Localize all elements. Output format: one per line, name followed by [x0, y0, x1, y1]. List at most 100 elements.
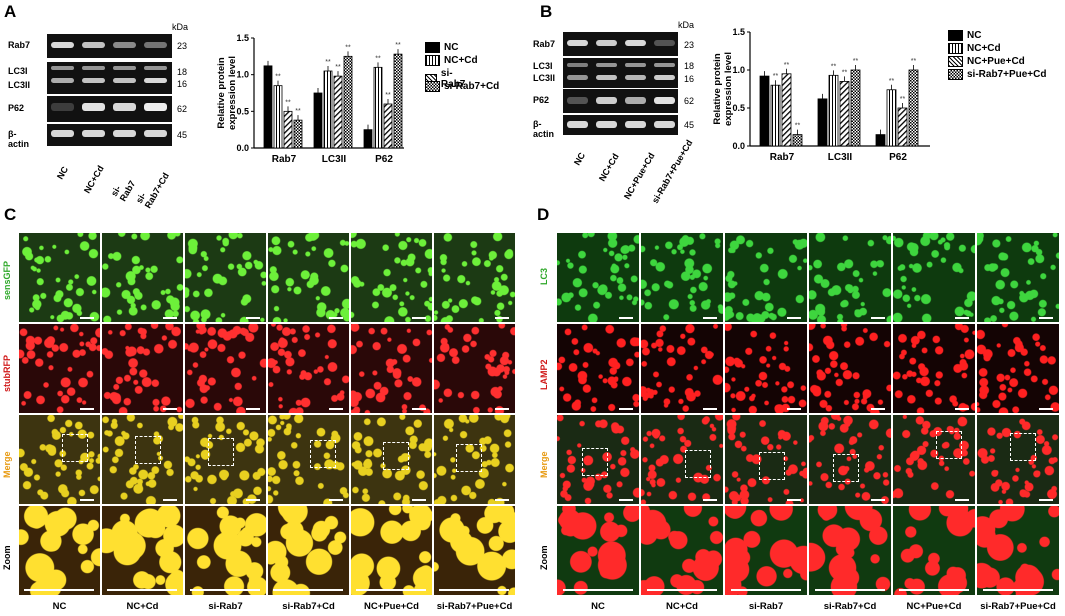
panel-label-a: A [4, 2, 17, 21]
sig-mark: ** [325, 59, 331, 66]
image-d-r2-c0 [556, 414, 640, 505]
image-c-r0-c1 [101, 232, 184, 323]
sig-mark: ** [275, 74, 281, 81]
blot-a-band-4-2 [113, 130, 136, 137]
column-label-nc: NC [52, 601, 67, 612]
blot-a-band-4-1 [82, 130, 105, 137]
mw-62: 62 [177, 104, 188, 114]
scale-bar [412, 499, 426, 501]
image-c-r1-c2 [184, 323, 267, 414]
blot-b-band-1-0 [567, 63, 588, 67]
legend-item-si-rab7-pue-cd: si-Rab7+Pue+Cd [948, 69, 1046, 80]
y-tick-label: 1.0 [236, 70, 249, 80]
legend-item-nc-pue-cd: NC+Pue+Cd [948, 56, 1025, 67]
scale-bar [703, 317, 717, 319]
scale-bar [80, 408, 94, 410]
blot-b-band-2-1 [596, 75, 617, 80]
kda-label: kDa [172, 22, 189, 32]
blot-a-band-3-1 [82, 103, 105, 111]
column-label-nc-cd: NC+Cd [666, 601, 698, 612]
mw-62: 62 [684, 96, 695, 106]
image-d-r0-c3 [808, 232, 892, 323]
microscopy-grid-c [18, 232, 518, 597]
lane-label-si-rab7-pue-cd: si-Rab7+Pue+Cd [650, 138, 695, 205]
scale-bar [439, 589, 509, 591]
scale-bar [412, 317, 426, 319]
image-c-r1-c4 [350, 323, 433, 414]
blot-a-band-1-0 [51, 66, 74, 70]
sig-mark: ** [395, 42, 401, 49]
sig-mark: ** [345, 44, 351, 51]
channel-label-zoom: Zoom [539, 545, 549, 571]
scale-bar [871, 408, 885, 410]
bar-si-rab7-pue-cd-p62 [908, 69, 919, 147]
image-c-r2-c5 [433, 414, 516, 505]
bar-nc-rab7 [263, 65, 273, 149]
scale-bar [246, 499, 260, 501]
image-d-r1-c2 [724, 323, 808, 414]
zoom-region-box [135, 435, 161, 464]
lane-label-si-rab7-cd: si-Rab7+Cd [134, 170, 171, 210]
microscopy-grid-d [556, 232, 1061, 597]
sig-mark: ** [285, 99, 291, 106]
scale-bar [246, 317, 260, 319]
image-c-r3-c0 [18, 505, 101, 596]
panel-label-d: D [537, 205, 550, 224]
blot-a-band-0-0 [51, 42, 74, 48]
channel-label-merge: Merge [539, 451, 549, 478]
mw-23: 23 [684, 40, 695, 50]
y-tick-label: 1.5 [236, 33, 249, 43]
blot-b-band-3-0 [567, 97, 588, 104]
y-axis-label: Relative proteinexpression level [712, 52, 734, 126]
scale-bar [107, 589, 177, 591]
scale-bar [163, 499, 177, 501]
blot-a-band-2-1 [82, 78, 105, 83]
blot-b-band-3-2 [625, 97, 646, 104]
blot-b-band-2-3 [654, 75, 675, 80]
bar-si-rab7-lc3ii [333, 75, 343, 149]
lane-label-nc: NC [572, 150, 588, 167]
scale-bar [955, 499, 969, 501]
bar-nc-cd-rab7 [273, 85, 283, 149]
image-d-r3-c5 [976, 505, 1060, 596]
zoom-region-box [936, 431, 963, 460]
mw-45: 45 [177, 130, 188, 140]
blot-a-band-0-3 [144, 42, 167, 48]
image-d-r1-c4 [892, 323, 976, 414]
sig-mark: ** [842, 69, 848, 76]
row-label-lc3ii: LC3II [533, 73, 556, 83]
image-d-r3-c1 [640, 505, 724, 596]
sig-mark: ** [889, 78, 895, 85]
image-d-r1-c0 [556, 323, 640, 414]
y-tick-label: 0.5 [732, 103, 745, 113]
sig-mark: ** [773, 73, 779, 80]
y-tick-label: 0.0 [236, 143, 249, 153]
image-c-r3-c3 [267, 505, 350, 596]
lane-label-nc-cd: NC+Cd [82, 163, 106, 195]
image-d-r0-c2 [724, 232, 808, 323]
scale-bar [246, 408, 260, 410]
scale-bar [329, 499, 343, 501]
scale-bar [329, 317, 343, 319]
scale-bar [273, 589, 343, 591]
blot-b-band-3-1 [596, 97, 617, 104]
bar-si-rab7-p62 [383, 103, 393, 149]
image-d-r0-c4 [892, 232, 976, 323]
sig-mark: ** [784, 62, 790, 69]
lane-label-si-rab7: si-Rab7 [109, 178, 138, 203]
zoom-region-box [207, 437, 234, 466]
blot-b-band-1-2 [625, 63, 646, 67]
blot-strip-actin [563, 115, 678, 135]
zoom-region-box [685, 450, 712, 479]
bar-chart-a: 0.0 0.5 1.0 1.5 Relative proteinexpression l… [216, 33, 404, 165]
image-d-r3-c0 [556, 505, 640, 596]
sig-mark: ** [911, 58, 917, 65]
channel-label-zoom: Zoom [2, 545, 12, 571]
scale-bar [955, 317, 969, 319]
bar-si-rab7-rab7 [283, 110, 293, 149]
blot-a-band-3-0 [51, 103, 74, 111]
image-d-r1-c5 [976, 323, 1060, 414]
scale-bar [356, 589, 426, 591]
image-c-r2-c4 [350, 414, 433, 505]
mw-16: 16 [684, 74, 695, 84]
